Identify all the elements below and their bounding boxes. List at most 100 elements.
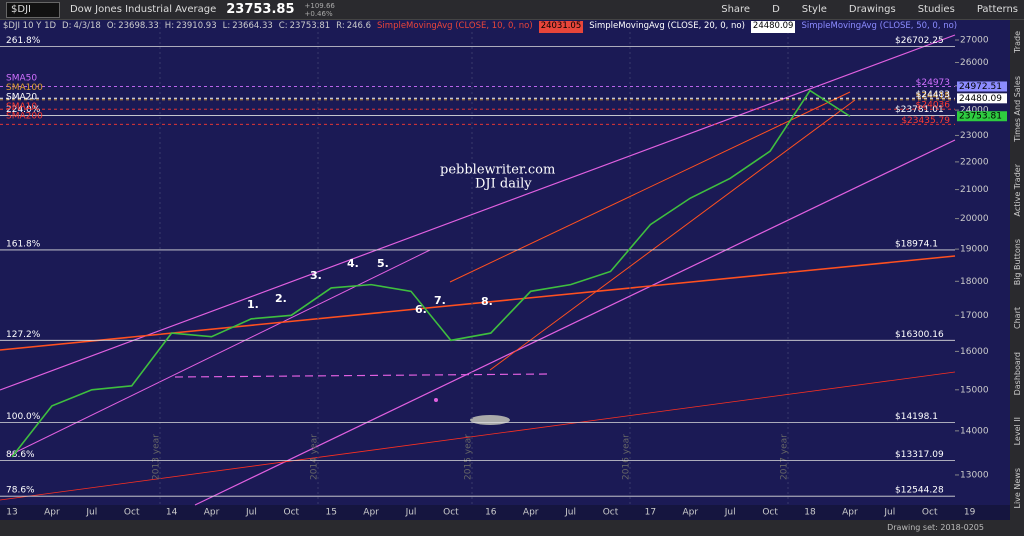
wave-label: 4.: [347, 257, 359, 270]
info-value: 23753.81: [289, 21, 331, 31]
x-tick-label: 15: [325, 508, 336, 518]
toolbar-button[interactable]: Share: [721, 4, 751, 15]
sidebar-tab[interactable]: Active Trader: [1012, 163, 1022, 217]
x-tick-label: 13: [6, 508, 17, 518]
x-tick-label: 14: [166, 508, 178, 518]
study-value: 24480.09: [750, 21, 796, 33]
sidebar-tab[interactable]: Times And Sales: [1012, 75, 1022, 142]
x-tick-label: 16: [485, 508, 497, 518]
fib-price: $26702.25: [895, 36, 944, 46]
y-tick-label: 20000: [960, 214, 989, 224]
info-value: 4/3/18: [73, 21, 101, 31]
toolbar-button[interactable]: Drawings: [848, 4, 896, 15]
info-bar: $DJI 10 Y 1D D: 4/3/18 O: 23698.33 H: 23910.93…: [0, 21, 958, 33]
sidebar-tab[interactable]: Level II: [1012, 417, 1022, 446]
price-tag-label: 24480.09: [959, 94, 1002, 104]
x-tick-label: Apr: [204, 508, 220, 518]
toolbar: $DJI Dow Jones Industrial Average 23753.…: [0, 0, 1024, 20]
sidebar-tab[interactable]: Big Buttons: [1012, 238, 1022, 285]
status-bar: Drawing set: 2018-0205: [0, 520, 1024, 536]
fib-price: $16300.16: [895, 330, 944, 340]
x-tick-label: Oct: [124, 508, 140, 518]
info-value: 23664.33: [232, 21, 273, 31]
x-tick-label: Jul: [405, 508, 417, 518]
annotation: DJI daily: [475, 177, 532, 192]
info-label: $DJI 10 Y 1D: [3, 21, 57, 31]
x-tick-label: Apr: [523, 508, 539, 518]
study-name: SimpleMovingAvg (CLOSE, 50, 0, no): [801, 21, 958, 31]
y-tick-label: 21000: [960, 185, 989, 195]
wave-label: 5.: [377, 257, 389, 270]
fib-ratio: 224.0%: [6, 105, 41, 115]
sidebar: Trade Times And Sales Active Trader Big But…: [1010, 20, 1024, 520]
fib-price: $14198.1: [895, 412, 938, 422]
info-value: 23698.33: [118, 21, 159, 31]
ma-value: $24036: [916, 101, 951, 111]
price-tag-label: 24972.51: [959, 82, 1002, 92]
change: +109.66 +0.46%: [305, 2, 335, 18]
sidebar-tab[interactable]: Trade: [1012, 31, 1022, 54]
ma-value: $24418: [916, 91, 951, 101]
y-tick-label: 14000: [960, 426, 989, 436]
info-label: O:: [106, 21, 117, 31]
y-tick-label: 22000: [960, 157, 989, 167]
fib-ratio: 161.8%: [6, 239, 41, 249]
fib-ratio: 127.2%: [6, 330, 41, 340]
fib-ratio: 100.0%: [6, 412, 41, 422]
x-tick-label: Oct: [443, 508, 459, 518]
trendline: [0, 34, 956, 391]
wave-label: 6.: [415, 303, 427, 316]
trendline: [0, 371, 956, 501]
info-label: D:: [62, 21, 72, 31]
description: Dow Jones Industrial Average: [69, 4, 217, 15]
x-tick-label: Oct: [284, 508, 300, 518]
ma-name: SMA10: [6, 102, 37, 112]
trendline: [489, 99, 856, 371]
marker: [434, 398, 438, 402]
x-tick-label: Apr: [683, 508, 699, 518]
x-tick-label: Jul: [883, 508, 895, 518]
year-mark: 2015 year: [464, 434, 474, 480]
toolbar-button[interactable]: Style: [801, 4, 827, 15]
x-tick-label: 19: [964, 508, 976, 518]
fib-ratio: 88.6%: [6, 450, 35, 460]
price-tag: [957, 81, 1007, 92]
x-tick-label: Apr: [363, 508, 379, 518]
study-value: 24031.05: [538, 21, 584, 33]
sidebar-tab[interactable]: Chart: [1012, 307, 1022, 330]
x-tick-label: Apr: [44, 508, 60, 518]
toolbar-button[interactable]: Studies: [917, 4, 955, 15]
time-axis-background: [0, 505, 1010, 520]
toolbar-button[interactable]: D: [772, 4, 780, 15]
fib-price: $18974.1: [895, 239, 938, 249]
sidebar-tab[interactable]: Dashboard: [1012, 351, 1022, 396]
x-tick-label: Oct: [922, 508, 938, 518]
wave-label: 7.: [434, 294, 446, 307]
y-tick-label: 23000: [960, 131, 989, 141]
fib-ratio: 261.8%: [6, 36, 41, 46]
trendline: [194, 139, 956, 506]
year-mark: 2016 year: [622, 434, 632, 480]
y-tick-label: 24000: [960, 106, 989, 116]
symbol-box[interactable]: $DJI: [6, 1, 60, 18]
y-tick-label: 13000: [960, 470, 989, 480]
wave-label: 2.: [275, 292, 287, 305]
info-label: R:: [336, 21, 345, 31]
x-tick-label: Apr: [842, 508, 858, 518]
y-tick-label: 18000: [960, 277, 989, 287]
change-abs: +109.66: [304, 1, 335, 10]
x-tick-label: Jul: [564, 508, 576, 518]
x-tick-label: Jul: [724, 508, 736, 518]
x-tick-label: Jul: [85, 508, 97, 518]
fib-price: $12544.28: [895, 486, 944, 496]
toolbar-button[interactable]: Patterns: [976, 4, 1018, 15]
x-tick-label: Oct: [603, 508, 619, 518]
sidebar-tab[interactable]: Live News: [1012, 468, 1022, 509]
wave-label: 3.: [310, 269, 322, 282]
ma-name: SMA200: [6, 112, 43, 122]
fib-price: $23781.01: [895, 105, 944, 115]
ma-value: $23435.79: [901, 116, 950, 126]
support-line: [174, 373, 551, 378]
